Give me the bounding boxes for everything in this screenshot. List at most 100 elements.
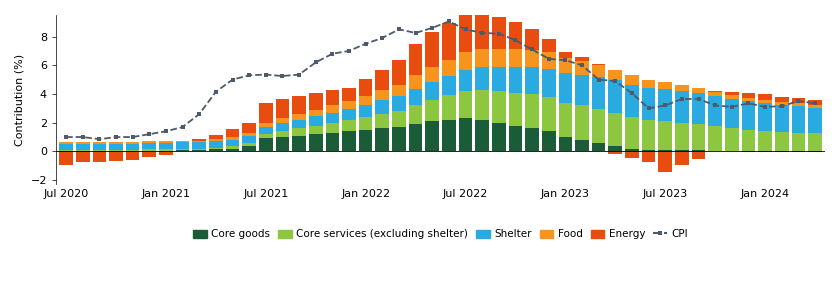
Bar [575, 140, 589, 152]
Bar [492, 17, 506, 49]
Bar [326, 106, 339, 112]
Bar [559, 103, 572, 137]
Bar [143, 149, 156, 151]
Bar [92, 142, 106, 143]
Bar [659, 89, 672, 121]
Bar [226, 148, 239, 152]
Bar [442, 76, 455, 95]
Bar [642, 80, 655, 88]
Bar [392, 59, 406, 85]
Bar [126, 142, 139, 143]
Bar [392, 111, 406, 127]
Bar [442, 23, 455, 59]
Bar [808, 108, 822, 134]
Bar [592, 64, 606, 77]
Bar [176, 148, 189, 150]
Bar [425, 82, 439, 100]
Bar [625, 148, 638, 152]
Bar [359, 96, 372, 105]
Bar [209, 149, 223, 152]
Bar [608, 146, 622, 152]
Bar [459, 118, 472, 152]
Bar [808, 134, 822, 152]
Bar [575, 106, 589, 140]
Bar [592, 109, 606, 143]
Bar [60, 142, 73, 143]
Bar [309, 110, 323, 116]
Bar [691, 88, 706, 93]
Bar [342, 101, 356, 109]
Bar [642, 120, 655, 150]
Bar [242, 133, 256, 136]
Bar [508, 92, 522, 126]
Bar [292, 128, 306, 136]
Bar [409, 75, 423, 89]
Bar [359, 117, 372, 130]
Bar [608, 70, 622, 80]
Bar [126, 150, 139, 152]
Bar [691, 152, 706, 159]
Bar [775, 102, 789, 105]
Bar [242, 136, 256, 143]
Bar [60, 150, 73, 152]
Bar [492, 49, 506, 68]
Bar [625, 152, 638, 158]
Bar [292, 96, 306, 114]
Bar [375, 100, 389, 114]
Bar [459, 91, 472, 119]
Bar [60, 152, 73, 165]
Bar [242, 143, 256, 146]
Bar [159, 149, 173, 151]
Bar [742, 93, 755, 98]
Bar [759, 131, 772, 152]
Bar [226, 140, 239, 146]
Bar [342, 131, 356, 152]
Bar [625, 85, 638, 117]
Bar [642, 152, 655, 162]
Bar [143, 152, 156, 157]
Bar [675, 91, 689, 123]
Bar [691, 150, 706, 152]
Bar [392, 85, 406, 96]
Bar [326, 90, 339, 106]
Bar [259, 127, 273, 134]
Bar [559, 58, 572, 73]
Bar [759, 94, 772, 101]
Bar [276, 131, 289, 137]
Bar [608, 152, 622, 154]
Bar [76, 150, 90, 152]
Bar [575, 75, 589, 106]
Bar [475, 68, 489, 90]
Bar [126, 143, 139, 150]
Bar [691, 93, 706, 124]
Bar [459, 14, 472, 52]
Bar [259, 134, 273, 139]
Bar [642, 150, 655, 152]
Bar [808, 105, 822, 108]
Bar [659, 121, 672, 150]
Bar [292, 136, 306, 152]
Bar [109, 142, 123, 143]
Bar [791, 103, 806, 106]
Bar [159, 152, 173, 155]
Bar [742, 130, 755, 152]
Bar [625, 75, 638, 85]
Bar [126, 152, 139, 160]
Bar [359, 79, 372, 96]
Bar [542, 131, 555, 152]
Bar [226, 146, 239, 148]
Bar [592, 77, 606, 109]
Bar [442, 95, 455, 120]
Bar [76, 143, 90, 150]
Bar [143, 143, 156, 149]
Bar [525, 94, 539, 128]
Bar [559, 137, 572, 152]
Bar [342, 109, 356, 120]
Bar [92, 152, 106, 162]
Bar [425, 100, 439, 121]
Bar [109, 152, 123, 161]
Bar [475, 14, 489, 49]
Bar [375, 70, 389, 90]
Bar [508, 68, 522, 92]
Bar [759, 100, 772, 103]
